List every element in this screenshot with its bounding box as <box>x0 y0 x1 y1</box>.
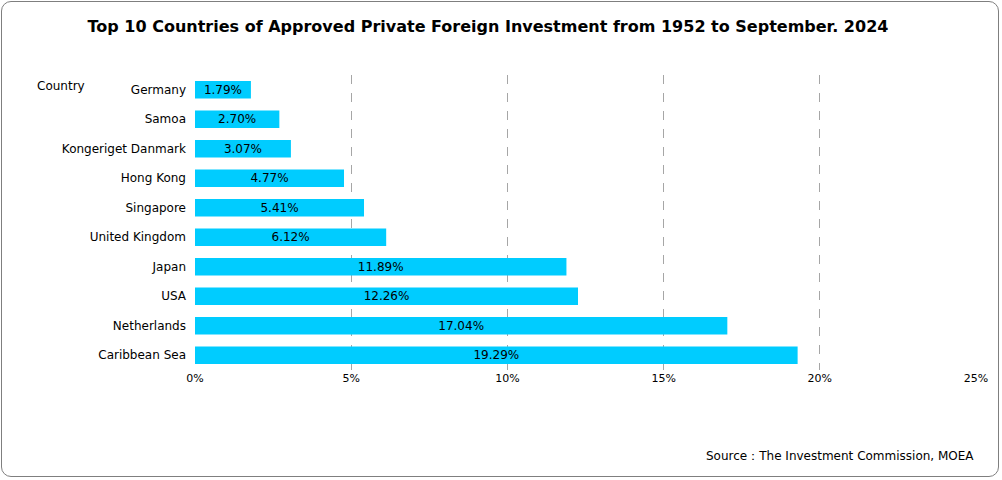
svg-text:Germany: Germany <box>131 83 186 97</box>
svg-text:10%: 10% <box>495 372 519 385</box>
svg-text:Singapore: Singapore <box>125 201 186 215</box>
svg-text:Samoa: Samoa <box>145 112 186 126</box>
svg-text:Kongeriget Danmark: Kongeriget Danmark <box>62 142 186 156</box>
svg-text:Japan: Japan <box>152 260 186 274</box>
svg-text:15%: 15% <box>651 372 675 385</box>
svg-text:United Kingdom: United Kingdom <box>90 230 186 244</box>
svg-text:Netherlands: Netherlands <box>113 319 186 333</box>
svg-text:Top 10 Countries of Approved P: Top 10 Countries of Approved Private For… <box>88 17 889 36</box>
svg-text:4.77%: 4.77% <box>250 171 288 185</box>
svg-text:19.29%: 19.29% <box>473 348 519 362</box>
svg-text:0%: 0% <box>186 372 203 385</box>
svg-text:20%: 20% <box>808 372 832 385</box>
svg-text:1.79%: 1.79% <box>204 83 242 97</box>
svg-text:25%: 25% <box>964 372 988 385</box>
svg-text:5.41%: 5.41% <box>260 201 298 215</box>
svg-text:17.04%: 17.04% <box>438 319 484 333</box>
svg-text:USA: USA <box>161 289 187 303</box>
svg-text:6.12%: 6.12% <box>272 230 310 244</box>
svg-text:Hong Kong: Hong Kong <box>121 171 186 185</box>
svg-text:3.07%: 3.07% <box>224 142 262 156</box>
svg-text:Country: Country <box>37 79 85 93</box>
svg-text:11.89%: 11.89% <box>358 260 404 274</box>
svg-text:12.26%: 12.26% <box>364 289 410 303</box>
svg-text:2.70%: 2.70% <box>218 112 256 126</box>
svg-text:Source：The Investment Commissi: Source：The Investment Commission, MOEA <box>706 449 974 463</box>
svg-text:5%: 5% <box>342 372 359 385</box>
svg-text:Caribbean Sea: Caribbean Sea <box>98 348 186 362</box>
